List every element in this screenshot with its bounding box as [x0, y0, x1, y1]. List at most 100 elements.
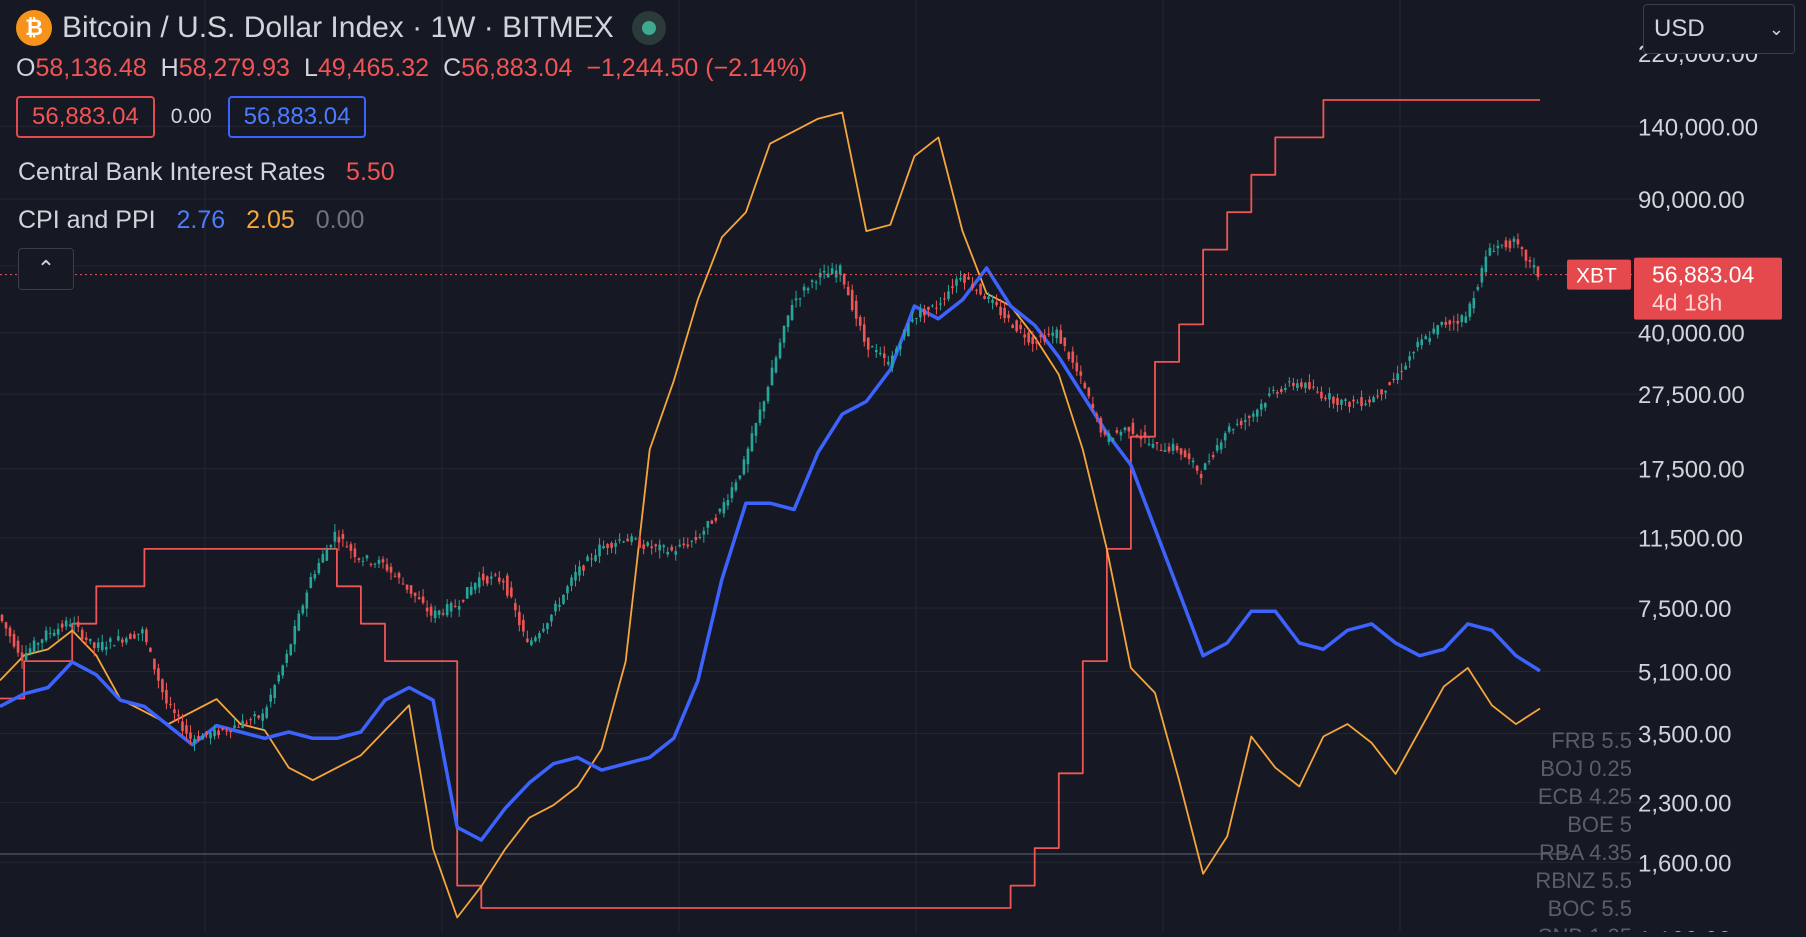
candle-body — [409, 585, 413, 594]
collapse-legend-button[interactable]: ⌃ — [18, 248, 74, 290]
candle-body — [337, 536, 341, 543]
candle-body — [1492, 251, 1496, 253]
candle-body — [1027, 332, 1030, 343]
candle-body — [778, 342, 782, 359]
candle-body — [64, 620, 68, 627]
candle-body — [939, 303, 942, 305]
candle-body — [790, 304, 794, 321]
buy-button[interactable]: 56,883.04 — [227, 96, 367, 138]
indicator-cpi-ppi-name[interactable]: CPI and PPI — [18, 206, 156, 234]
price-tick-label: 1,100.00 — [1638, 927, 1731, 932]
candle-body — [782, 325, 786, 343]
candle-body — [766, 386, 770, 402]
candle-body — [333, 531, 337, 542]
candle-body — [309, 576, 313, 589]
candle-body — [738, 475, 742, 479]
candle-body — [870, 346, 874, 348]
candle-body — [1039, 335, 1043, 338]
candle-body — [1259, 403, 1263, 410]
candle-body — [16, 640, 20, 653]
indicator-rates-legend[interactable]: Central Bank Interest Rates 5.50 — [18, 158, 409, 187]
indicator-cpi-value: 2.76 — [176, 206, 226, 234]
candle-body — [1380, 389, 1383, 395]
candle-body — [1195, 465, 1199, 471]
candle-body — [1131, 422, 1135, 434]
candle-body — [44, 630, 48, 641]
candle-body — [249, 719, 252, 721]
candle-body — [558, 604, 561, 607]
candle-body — [449, 603, 453, 612]
indicator-rates-name[interactable]: Central Bank Interest Rates — [18, 158, 326, 186]
candle-body — [1155, 442, 1159, 444]
candle-body — [185, 725, 188, 734]
candle-body — [999, 306, 1002, 316]
candle-body — [1075, 362, 1079, 372]
candle-body — [1344, 399, 1347, 401]
candle-body — [818, 272, 822, 278]
candle-body — [76, 621, 80, 627]
sell-button[interactable]: 56,883.04 — [16, 96, 155, 138]
symbol-title[interactable]: Bitcoin / U.S. Dollar Index · 1W · BITME… — [62, 11, 614, 44]
candle-body — [377, 559, 381, 564]
candle-body — [562, 594, 565, 604]
candle-body — [237, 726, 240, 728]
candle-body — [614, 543, 617, 547]
candle-body — [1251, 413, 1255, 417]
candle-body — [445, 604, 449, 616]
candle-body — [369, 563, 373, 565]
candle-body — [241, 720, 244, 729]
candle-body — [1376, 395, 1379, 397]
candle-body — [1147, 443, 1151, 445]
candle-body — [137, 633, 140, 635]
candle-body — [1428, 338, 1432, 342]
candle-body — [433, 610, 437, 619]
candle-body — [722, 502, 726, 514]
candle-body — [1263, 403, 1267, 408]
candle-body — [574, 571, 577, 581]
candle-body — [1011, 324, 1014, 328]
candle-body — [702, 530, 706, 535]
candle-body — [1368, 399, 1371, 403]
candle-body — [1528, 260, 1532, 262]
currency-select[interactable]: USD ⌄ — [1643, 4, 1795, 54]
candle-body — [317, 562, 321, 574]
candle-body — [1416, 341, 1419, 348]
candle-body — [441, 613, 445, 615]
candle-body — [1127, 427, 1131, 432]
candle-body — [1464, 316, 1468, 323]
candle-body — [943, 298, 946, 300]
candle-body — [297, 613, 301, 631]
candle-body — [401, 583, 405, 585]
candle-body — [1336, 398, 1339, 406]
candle-body — [542, 628, 545, 632]
candle-body — [473, 582, 477, 590]
candle-body — [1396, 373, 1399, 380]
candle-body — [1444, 322, 1448, 325]
candle-body — [112, 645, 116, 647]
candle-body — [931, 305, 934, 307]
candle-body — [626, 538, 629, 542]
low-label: L — [303, 54, 318, 82]
symbol-tag-label: XBT — [1576, 265, 1617, 288]
candle-body — [770, 367, 774, 386]
candle-body — [269, 694, 273, 702]
candle-body — [903, 329, 906, 337]
symbol-header[interactable]: ₿ Bitcoin / U.S. Dollar Index · 1W · BIT… — [16, 10, 666, 46]
close-value: 56,883.04 — [461, 54, 573, 82]
candle-body — [1167, 446, 1171, 452]
candle-body — [1003, 308, 1006, 319]
candle-body — [971, 283, 974, 289]
candle-body — [1488, 247, 1492, 256]
candle-body — [1480, 267, 1484, 283]
indicator-cpi-ppi-legend[interactable]: CPI and PPI 2.76 2.05 0.00 — [18, 206, 378, 235]
hidden-price-label: 60,000.00 — [1728, 268, 1733, 270]
candle-body — [40, 639, 44, 643]
indicator-third-value: 0.00 — [315, 206, 365, 234]
candle-body — [1199, 474, 1203, 479]
chevron-up-icon: ⌃ — [36, 256, 56, 281]
candle-body — [646, 542, 649, 546]
candle-body — [1372, 397, 1375, 403]
candle-body — [674, 551, 678, 555]
